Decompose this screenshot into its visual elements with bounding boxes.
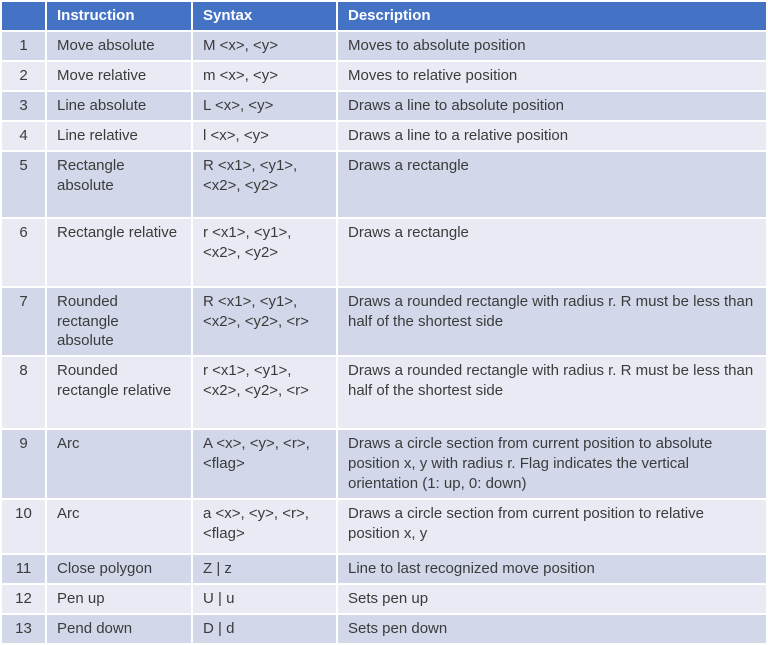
description-cell: Draws a rounded rectangle with radius r.… xyxy=(338,287,766,356)
syntax-cell: a <x>, <y>, <r>, <flag> xyxy=(193,500,336,554)
header-cell-description: Description xyxy=(338,2,766,30)
syntax-cell: Z | z xyxy=(193,555,336,584)
table-header-row: Instruction Syntax Description xyxy=(2,2,766,30)
row-number: 10 xyxy=(2,500,45,554)
instruction-cell: Close polygon xyxy=(47,555,191,584)
instruction-cell: Move absolute xyxy=(47,31,191,60)
syntax-cell: A <x>, <y>, <r>, <flag> xyxy=(193,430,336,499)
row-number: 12 xyxy=(2,585,45,614)
syntax-cell: R <x1>, <y1>, <x2>, <y2>, <r> xyxy=(193,287,336,356)
row-number: 5 xyxy=(2,151,45,217)
syntax-cell: R <x1>, <y1>, <x2>, <y2> xyxy=(193,151,336,217)
table-row: 5 Rectangle absolute R <x1>, <y1>, <x2>,… xyxy=(2,151,766,217)
instruction-cell: Rectangle relative xyxy=(47,218,191,286)
table-row: 8 Rounded rectangle relative r <x1>, <y1… xyxy=(2,357,766,429)
syntax-cell: L <x>, <y> xyxy=(193,91,336,120)
syntax-cell: m <x>, <y> xyxy=(193,61,336,90)
header-cell-number xyxy=(2,2,45,30)
table-row: 3 Line absolute L <x>, <y> Draws a line … xyxy=(2,91,766,120)
table-row: 12 Pen up U | u Sets pen up xyxy=(2,585,766,614)
table-row: 10 Arc a <x>, <y>, <r>, <flag> Draws a c… xyxy=(2,500,766,554)
instruction-cell: Rounded rectangle relative xyxy=(47,357,191,429)
description-cell: Sets pen down xyxy=(338,615,766,643)
description-cell: Draws a rounded rectangle with radius r.… xyxy=(338,357,766,429)
row-number: 9 xyxy=(2,430,45,499)
table-row: 9 Arc A <x>, <y>, <r>, <flag> Draws a ci… xyxy=(2,430,766,499)
syntax-cell: r <x1>, <y1>, <x2>, <y2> xyxy=(193,218,336,286)
description-cell: Draws a circle section from current posi… xyxy=(338,500,766,554)
row-number: 13 xyxy=(2,615,45,643)
instruction-cell: Line absolute xyxy=(47,91,191,120)
instruction-cell: Rectangle absolute xyxy=(47,151,191,217)
description-cell: Draws a line to a relative position xyxy=(338,121,766,150)
header-cell-syntax: Syntax xyxy=(193,2,336,30)
syntax-cell: U | u xyxy=(193,585,336,614)
syntax-cell: M <x>, <y> xyxy=(193,31,336,60)
description-cell: Moves to absolute position xyxy=(338,31,766,60)
syntax-cell: l <x>, <y> xyxy=(193,121,336,150)
table-row: 4 Line relative l <x>, <y> Draws a line … xyxy=(2,121,766,150)
syntax-cell: D | d xyxy=(193,615,336,643)
row-number: 8 xyxy=(2,357,45,429)
table-row: 11 Close polygon Z | z Line to last reco… xyxy=(2,555,766,584)
description-cell: Moves to relative position xyxy=(338,61,766,90)
row-number: 11 xyxy=(2,555,45,584)
row-number: 1 xyxy=(2,31,45,60)
row-number: 3 xyxy=(2,91,45,120)
instruction-cell: Arc xyxy=(47,500,191,554)
table-row: 7 Rounded rectangle absolute R <x1>, <y1… xyxy=(2,287,766,356)
table-row: 13 Pend down D | d Sets pen down xyxy=(2,615,766,643)
description-cell: Sets pen up xyxy=(338,585,766,614)
instruction-cell: Line relative xyxy=(47,121,191,150)
row-number: 2 xyxy=(2,61,45,90)
instruction-cell: Rounded rectangle absolute xyxy=(47,287,191,356)
instruction-cell: Pen up xyxy=(47,585,191,614)
table-row: 6 Rectangle relative r <x1>, <y1>, <x2>,… xyxy=(2,218,766,286)
description-cell: Draws a rectangle xyxy=(338,151,766,217)
row-number: 4 xyxy=(2,121,45,150)
row-number: 7 xyxy=(2,287,45,356)
header-cell-instruction: Instruction xyxy=(47,2,191,30)
table-row: 1 Move absolute M <x>, <y> Moves to abso… xyxy=(2,31,766,60)
syntax-cell: r <x1>, <y1>, <x2>, <y2>, <r> xyxy=(193,357,336,429)
instruction-cell: Move relative xyxy=(47,61,191,90)
description-cell: Line to last recognized move position xyxy=(338,555,766,584)
instruction-cell: Arc xyxy=(47,430,191,499)
table-row: 2 Move relative m <x>, <y> Moves to rela… xyxy=(2,61,766,90)
instruction-cell: Pend down xyxy=(47,615,191,643)
description-cell: Draws a rectangle xyxy=(338,218,766,286)
row-number: 6 xyxy=(2,218,45,286)
description-cell: Draws a line to absolute position xyxy=(338,91,766,120)
description-cell: Draws a circle section from current posi… xyxy=(338,430,766,499)
